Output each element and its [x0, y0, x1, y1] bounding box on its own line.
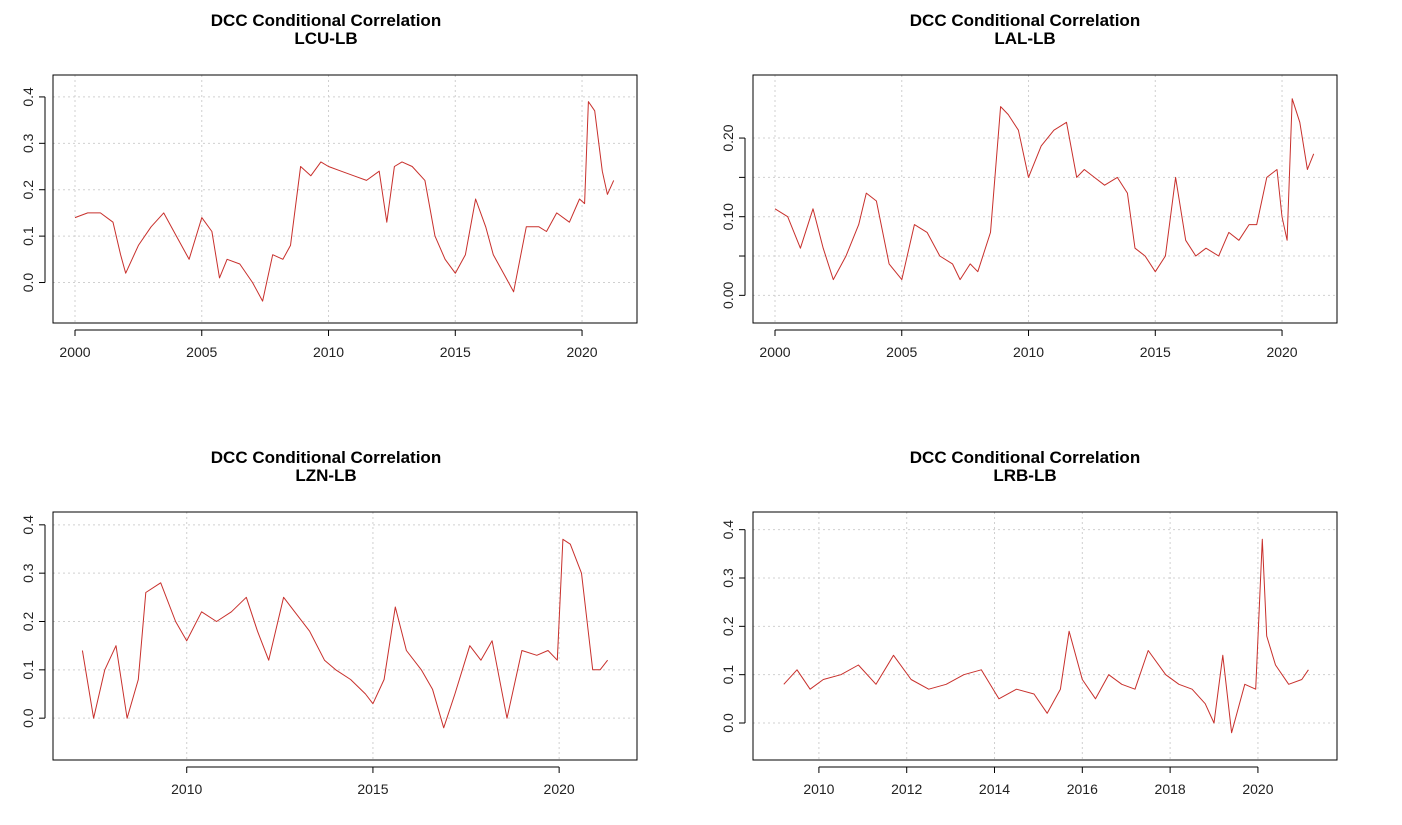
plot-frame — [52, 511, 638, 761]
chart-title: DCC Conditional Correlation — [910, 11, 1140, 30]
x-tick-label: 2010 — [313, 344, 344, 360]
x-tick-label: 2000 — [59, 344, 90, 360]
x-tick-label: 2020 — [1266, 344, 1297, 360]
series-line — [74, 101, 615, 302]
x-tick-label: 2010 — [803, 781, 834, 797]
x-tick-label: 2015 — [357, 781, 388, 797]
plot-frame — [752, 511, 1338, 761]
x-tick-label: 2010 — [1013, 344, 1044, 360]
y-tick-label: 0.1 — [720, 665, 736, 685]
panel-lcu-lb: DCC Conditional Correlation LCU-LB 2000 2… — [20, 11, 638, 360]
y-tick-label: 0.0 — [20, 708, 36, 728]
y-tick-label: 0.1 — [20, 226, 36, 246]
chart-subtitle: LCU-LB — [294, 29, 357, 48]
y-tick-label: 0.2 — [20, 612, 36, 632]
y-tick-label: 0.4 — [20, 87, 36, 107]
x-tick-label: 2012 — [891, 781, 922, 797]
y-tick-label: 0.20 — [720, 124, 736, 151]
y-tick-label: 0.3 — [20, 563, 36, 583]
y-tick-label: 0.3 — [20, 133, 36, 153]
x-tick-label: 2015 — [1140, 344, 1171, 360]
panel-lrb-lb: DCC Conditional Correlation LRB-LB 2010 2… — [720, 448, 1338, 797]
x-tick-label: 2018 — [1155, 781, 1186, 797]
y-tick-label: 0.00 — [720, 282, 736, 309]
x-tick-label: 2000 — [759, 344, 790, 360]
y-tick-label: 0.0 — [20, 273, 36, 293]
series-line — [81, 538, 608, 729]
plot-frame — [752, 74, 1338, 324]
chart-subtitle: LRB-LB — [993, 466, 1056, 485]
x-tick-label: 2010 — [171, 781, 202, 797]
panel-lal-lb: DCC Conditional Correlation LAL-LB 2000 2… — [720, 11, 1338, 360]
chart-title: DCC Conditional Correlation — [211, 11, 441, 30]
y-tick-label: 0.0 — [720, 713, 736, 733]
y-tick-label: 0.2 — [720, 616, 736, 636]
chart-title: DCC Conditional Correlation — [211, 448, 441, 467]
series-line — [783, 538, 1309, 734]
y-tick-label: 0.4 — [20, 515, 36, 535]
x-tick-label: 2005 — [186, 344, 217, 360]
x-tick-label: 2014 — [979, 781, 1010, 797]
y-tick-label: 0.1 — [20, 660, 36, 680]
x-tick-label: 2005 — [886, 344, 917, 360]
x-tick-label: 2020 — [566, 344, 597, 360]
plot-frame — [52, 74, 638, 324]
chart-subtitle: LZN-LB — [295, 466, 356, 485]
y-tick-label: 0.3 — [720, 568, 736, 588]
x-tick-label: 2016 — [1067, 781, 1098, 797]
series-line — [774, 98, 1315, 281]
panel-lzn-lb: DCC Conditional Correlation LZN-LB 2010 2… — [20, 448, 638, 797]
y-tick-label: 0.4 — [720, 520, 736, 540]
chart-subtitle: LAL-LB — [994, 29, 1055, 48]
x-tick-label: 2020 — [544, 781, 575, 797]
x-tick-label: 2020 — [1242, 781, 1273, 797]
chart-title: DCC Conditional Correlation — [910, 448, 1140, 467]
x-tick-label: 2015 — [440, 344, 471, 360]
y-tick-label: 0.2 — [20, 180, 36, 200]
y-tick-label: 0.10 — [720, 203, 736, 230]
